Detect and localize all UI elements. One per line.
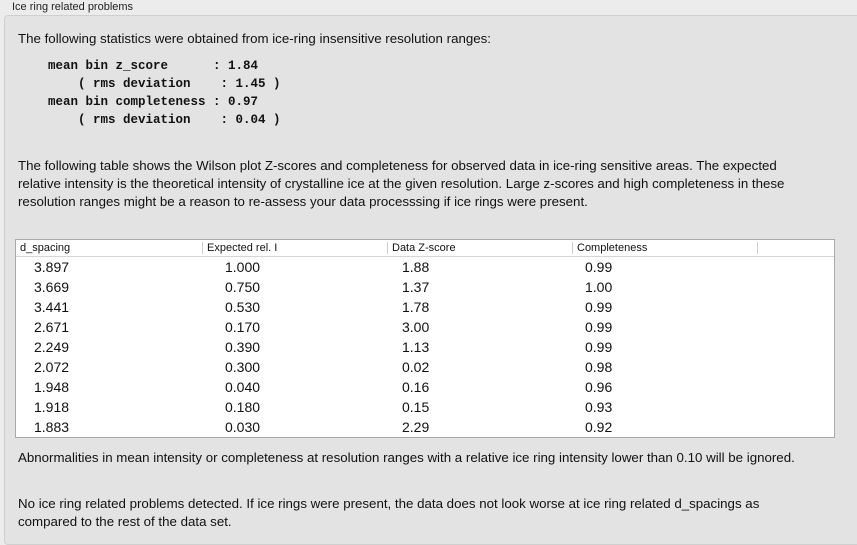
table-intro-text: The following table shows the Wilson plo… — [18, 158, 785, 209]
table-cell: 0.750 — [225, 279, 261, 295]
table-cell: 1.000 — [225, 259, 261, 275]
table-cell: 0.99 — [585, 339, 613, 355]
table-cell: 0.99 — [585, 259, 613, 275]
table-cell: 3.441 — [34, 299, 70, 315]
table-cell: 2.072 — [34, 359, 70, 375]
column-header[interactable]: d_spacing — [16, 242, 203, 254]
table-row[interactable]: 1.948 0.040 0.16 0.96 — [16, 377, 834, 397]
ice-ring-table[interactable]: d_spacing Expected rel. I Data Z-score C… — [15, 239, 835, 438]
table-cell: 0.16 — [402, 379, 430, 395]
column-header[interactable]: Completeness — [573, 242, 758, 254]
table-row[interactable]: 3.669 0.750 1.37 1.00 — [16, 277, 834, 297]
table-cell: 1.78 — [402, 299, 430, 315]
table-cell: 0.02 — [402, 359, 430, 375]
table-cell: 0.98 — [585, 359, 613, 375]
table-cell: 0.99 — [585, 299, 613, 315]
table-cell: 0.170 — [225, 319, 261, 335]
table-header: d_spacing Expected rel. I Data Z-score C… — [16, 240, 834, 257]
table-row[interactable]: 2.671 0.170 3.00 0.99 — [16, 317, 834, 337]
intro-text: The following statistics were obtained f… — [18, 31, 492, 46]
table-cell: 0.030 — [225, 419, 261, 435]
table-cell: 0.300 — [225, 359, 261, 375]
table-row[interactable]: 2.249 0.390 1.13 0.99 — [16, 337, 834, 357]
section-title: Ice ring related problems — [12, 1, 134, 13]
table-row[interactable]: 2.072 0.300 0.02 0.98 — [16, 357, 834, 377]
table-cell: 0.92 — [585, 419, 613, 435]
table-cell: 0.390 — [225, 339, 261, 355]
table-row[interactable]: 1.883 0.030 2.29 0.92 — [16, 417, 834, 437]
table-cell: 1.13 — [402, 339, 430, 355]
table-cell: 1.00 — [585, 279, 613, 295]
column-header[interactable]: Data Z-score — [388, 242, 573, 254]
table-cell: 1.883 — [34, 419, 70, 435]
table-row[interactable]: 1.918 0.180 0.15 0.93 — [16, 397, 834, 417]
table-row[interactable]: 3.441 0.530 1.78 0.99 — [16, 297, 834, 317]
table-row[interactable]: 3.897 1.000 1.88 0.99 — [16, 257, 834, 277]
table-cell: 2.29 — [402, 419, 430, 435]
table-cell: 1.37 — [402, 279, 430, 295]
table-cell: 2.249 — [34, 339, 70, 355]
note-threshold: Abnormalities in mean intensity or compl… — [18, 450, 795, 465]
table-cell: 3.897 — [34, 259, 70, 275]
column-header[interactable]: Expected rel. I — [203, 242, 388, 254]
table-cell: 1.918 — [34, 399, 70, 415]
table-cell: 0.96 — [585, 379, 613, 395]
table-cell: 2.671 — [34, 319, 70, 335]
note-result: No ice ring related problems detected. I… — [18, 496, 760, 529]
table-cell: 0.99 — [585, 319, 613, 335]
table-cell: 3.00 — [402, 319, 430, 335]
table-cell: 0.15 — [402, 399, 430, 415]
table-cell: 0.530 — [225, 299, 261, 315]
table-cell: 3.669 — [34, 279, 70, 295]
table-cell: 0.040 — [225, 379, 261, 395]
table-cell: 0.93 — [585, 399, 613, 415]
statistics-block: mean bin z_score : 1.84 ( rms deviation … — [48, 59, 281, 127]
table-cell: 0.180 — [225, 399, 261, 415]
table-cell: 1.948 — [34, 379, 70, 395]
table-cell: 1.88 — [402, 259, 430, 275]
